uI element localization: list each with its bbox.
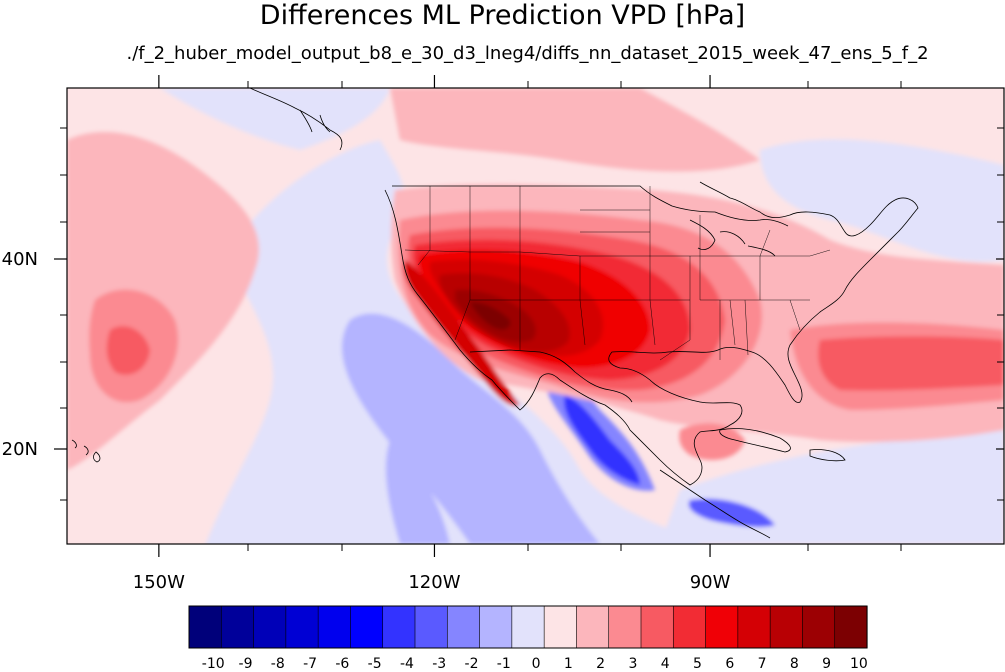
field-region-red4-atlantic [818, 336, 1004, 391]
colorbar-label: 10 [850, 656, 868, 672]
latitude-axis: 40N 20N [2, 249, 1004, 460]
lon-tick-label: 120W [408, 572, 460, 593]
colorbar-label: -3 [432, 656, 446, 672]
colorbar-swatch [446, 605, 481, 649]
field-region-lightblue-arctic [160, 88, 390, 150]
colorbar-label: 3 [628, 656, 637, 672]
colorbar-swatch [382, 605, 416, 649]
colorbar-swatch [640, 605, 674, 649]
map-plot-area [67, 88, 1004, 544]
lon-tick-label: 90W [690, 572, 731, 593]
colorbar-swatch [479, 605, 513, 649]
colorbar-swatch [576, 605, 610, 649]
field-region-blue-gulf [440, 400, 495, 455]
colorbar-swatch [317, 605, 352, 649]
colorbar-label: -6 [335, 656, 349, 672]
colorbar-swatch [188, 605, 222, 649]
map-title: Differences ML Prediction VPD [hPa] [259, 0, 746, 31]
colorbar-swatch [672, 605, 707, 649]
colorbar-frame [188, 605, 868, 649]
border-us-canada [392, 185, 789, 227]
colorbar-label: 8 [790, 656, 799, 672]
state-lines-central [580, 186, 701, 361]
colorbar-swatch [414, 605, 448, 649]
colorbar-label: 4 [661, 656, 670, 672]
colorbar-swatch [253, 605, 287, 649]
great-lakes [689, 219, 776, 257]
colorbar-label: -8 [271, 656, 285, 672]
colorbar-swatch [737, 605, 771, 649]
colorbar-swatch [220, 605, 255, 649]
field-region-lightblue-pacific [205, 140, 700, 544]
state-borders [404, 186, 831, 361]
colorbar-label: -1 [497, 656, 511, 672]
minor-ticks [60, 81, 1004, 551]
field-region-blue-pacific2 [385, 440, 450, 544]
coastline-north-america [384, 181, 919, 486]
map-frame [66, 87, 1005, 545]
colorbar-swatch [350, 605, 384, 649]
coastline-centralamerica [659, 469, 771, 539]
coastlines [71, 88, 919, 539]
colorbar-swatch [285, 605, 319, 649]
field-region-blue-centralamerica [688, 498, 775, 528]
colorbar-swatch [705, 605, 739, 649]
field-region-red7-westcoast [403, 260, 520, 406]
colorbar-label: 5 [693, 656, 702, 672]
colorbar-label: 6 [725, 656, 734, 672]
field-region-red10-core [470, 302, 511, 330]
colorbar-label: -9 [239, 656, 253, 672]
colorbar-swatch [543, 605, 578, 649]
field-region-blue-mexico-core [564, 395, 640, 485]
colorbar-swatch [769, 605, 804, 649]
colorbar-label: -5 [368, 656, 382, 672]
coastline-alaska-panhandle [249, 88, 343, 151]
coastline-cuba [719, 428, 791, 453]
colorbar-swatch [511, 605, 545, 649]
lon-tick-label: 150W [133, 572, 185, 593]
colorbar-label: 7 [758, 656, 767, 672]
coastline-hispaniola [809, 449, 846, 462]
field-region-red4-pacific [106, 326, 150, 375]
coastline-hawaii [71, 439, 101, 463]
colorbar-label: -10 [202, 656, 225, 672]
field-contours [67, 88, 1004, 544]
colorbar-label: -4 [400, 656, 414, 672]
map-subtitle: ./f_2_huber_model_output_b8_e_30_d3_lneg… [126, 43, 929, 64]
border-us-mexico [469, 349, 633, 403]
colorbar-label: 9 [822, 656, 831, 672]
state-lines-east [700, 229, 831, 360]
colorbar-swatch [834, 605, 868, 649]
field-region-pink-canada [390, 88, 760, 172]
colorbar-label: 1 [564, 656, 573, 672]
colorbar-swatch [608, 605, 642, 649]
lat-tick-label: 40N [2, 249, 38, 270]
colorbar-swatch [802, 605, 836, 649]
colorbar-label: 0 [532, 656, 541, 672]
colorbar-label: 2 [596, 656, 605, 672]
longitude-axis: 150W 120W 90W [133, 75, 731, 593]
colorbar-label: -7 [303, 656, 317, 672]
colorbar: -10 -9 -8 -7 -6 -5 -4 -3 -2 -1 0 1 2 3 4 5 6 7 8 9 10 [188, 605, 868, 672]
lat-tick-label: 20N [2, 439, 38, 460]
colorbar-label: -2 [465, 656, 479, 672]
field-region-lightblue-east [760, 139, 1004, 262]
